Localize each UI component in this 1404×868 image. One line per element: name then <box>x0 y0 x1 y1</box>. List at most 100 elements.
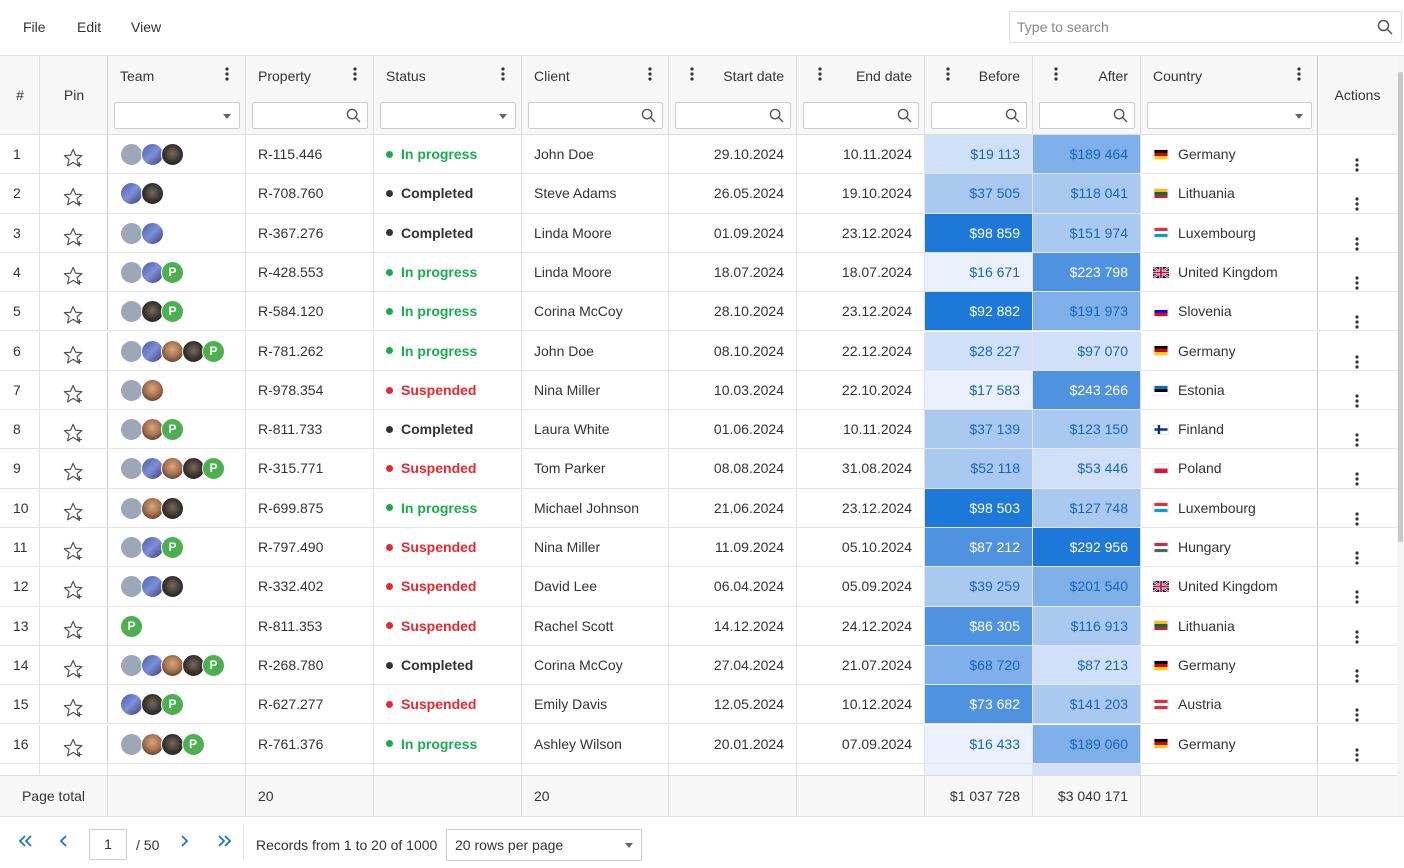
page-number-input[interactable]: 1 <box>89 829 127 860</box>
after-filter-input[interactable] <box>1039 102 1135 129</box>
pin-star-icon[interactable] <box>63 419 85 448</box>
table-row[interactable]: 13 P R-811.353 Suspended Rachel Scott 14.12.2… <box>0 606 1397 646</box>
row-actions-icon[interactable] <box>1355 502 1359 527</box>
menu-view[interactable]: View <box>131 19 162 35</box>
row-actions-icon[interactable] <box>1355 659 1359 684</box>
header-end[interactable]: End date <box>797 56 925 134</box>
avatar[interactable] <box>120 496 143 520</box>
avatar[interactable] <box>120 418 143 442</box>
row-actions-icon[interactable] <box>1355 345 1359 370</box>
country-filter-select[interactable] <box>1147 102 1312 129</box>
table-row[interactable]: 12 R-332.402 Suspended David Lee 06.04.2024 0… <box>0 567 1397 607</box>
row-actions-icon[interactable] <box>1355 227 1359 252</box>
header-country[interactable]: Country <box>1141 56 1318 134</box>
avatar-initial[interactable]: P <box>161 300 184 324</box>
row-actions-icon[interactable] <box>1355 384 1359 409</box>
search-input[interactable] <box>1010 12 1350 42</box>
table-row[interactable]: 4 P R-428.553 In progress Linda Moore 18.07.2… <box>0 252 1397 293</box>
pin-star-icon[interactable] <box>63 380 85 409</box>
table-row[interactable]: 11 P R-797.490 Suspended Nina Miller 11.09.20… <box>0 528 1397 568</box>
avatar[interactable] <box>120 182 143 206</box>
pin-star-icon[interactable] <box>63 694 85 723</box>
pin-star-icon[interactable] <box>63 576 85 605</box>
pin-cell[interactable] <box>40 410 108 449</box>
avatar[interactable] <box>161 575 184 599</box>
pin-star-icon[interactable] <box>63 223 85 252</box>
team-filter-select[interactable] <box>114 102 240 129</box>
header-before[interactable]: Before <box>925 56 1033 134</box>
avatar-initial[interactable]: P <box>161 693 184 717</box>
avatar-initial[interactable]: P <box>161 536 184 559</box>
avatar[interactable] <box>140 221 164 245</box>
avatar[interactable] <box>120 260 143 284</box>
property-column-menu-icon[interactable] <box>348 67 362 83</box>
property-filter-input[interactable] <box>252 102 368 129</box>
avatar-initial[interactable]: P <box>202 457 225 481</box>
table-row[interactable]: 15 P R-627.277 Suspended Emily Davis 12.05.20… <box>0 685 1397 725</box>
avatar[interactable] <box>161 653 184 677</box>
header-client[interactable]: Client <box>522 56 669 134</box>
pin-cell[interactable] <box>40 724 108 763</box>
avatar[interactable] <box>120 457 143 481</box>
table-row[interactable]: 16 P R-761.376 In progress Ashley Wilson 20.0… <box>0 724 1397 764</box>
row-actions-icon[interactable] <box>1355 698 1359 723</box>
before-column-menu-icon[interactable] <box>941 67 955 83</box>
avatar[interactable] <box>140 378 164 402</box>
pin-star-icon[interactable] <box>63 537 85 566</box>
row-actions-icon[interactable] <box>1355 462 1359 487</box>
team-column-menu-icon[interactable] <box>220 67 234 83</box>
table-row[interactable]: 6 P R-781.262 In progress John Doe 08.10.2024… <box>0 331 1397 371</box>
header-status[interactable]: Status <box>374 56 522 134</box>
avatar[interactable] <box>161 732 184 756</box>
after-column-menu-icon[interactable] <box>1049 67 1063 83</box>
pin-star-icon[interactable] <box>63 301 85 330</box>
status-filter-select[interactable] <box>380 102 516 129</box>
vertical-scrollbar[interactable] <box>1397 56 1404 816</box>
avatar[interactable] <box>120 575 143 599</box>
avatar[interactable] <box>120 536 143 559</box>
avatar-initial[interactable]: P <box>161 260 184 284</box>
end-column-menu-icon[interactable] <box>813 67 827 83</box>
row-actions-icon[interactable] <box>1355 620 1359 645</box>
search-icon[interactable] <box>1377 19 1393 35</box>
table-row[interactable]: 3 R-367.276 Completed Linda Moore 01.09.2024… <box>0 213 1397 253</box>
row-actions-icon[interactable] <box>1355 187 1359 212</box>
table-row[interactable]: 1 R-115.446 In progress John Doe 29.10.2024 1… <box>0 135 1397 175</box>
status-column-menu-icon[interactable] <box>496 67 510 83</box>
pin-star-icon[interactable] <box>63 144 85 173</box>
pin-star-icon[interactable] <box>63 655 85 684</box>
row-actions-icon[interactable] <box>1355 266 1359 291</box>
pin-cell[interactable] <box>40 174 108 213</box>
before-filter-input[interactable] <box>931 102 1027 129</box>
pin-star-icon[interactable] <box>63 616 85 645</box>
pin-star-icon[interactable] <box>63 341 85 370</box>
pin-cell[interactable] <box>40 252 108 292</box>
pin-cell[interactable] <box>40 645 108 685</box>
prev-page-icon[interactable] <box>58 834 70 848</box>
avatar-initial[interactable]: P <box>181 732 205 756</box>
pin-cell[interactable] <box>40 135 108 174</box>
pin-cell[interactable] <box>40 449 108 488</box>
next-page-icon[interactable] <box>178 834 190 848</box>
pin-cell[interactable] <box>40 606 108 645</box>
header-team[interactable]: Team <box>108 56 246 134</box>
pin-cell[interactable] <box>40 567 108 606</box>
pin-cell[interactable] <box>40 213 108 252</box>
pin-cell[interactable] <box>40 685 108 724</box>
avatar[interactable] <box>161 339 184 363</box>
avatar[interactable] <box>120 378 143 402</box>
row-actions-icon[interactable] <box>1355 738 1359 763</box>
menu-file[interactable]: File <box>23 19 46 35</box>
pin-cell[interactable] <box>40 292 108 331</box>
avatar-initial[interactable]: P <box>161 418 184 442</box>
end-filter-input[interactable] <box>803 102 919 129</box>
avatar[interactable] <box>161 457 184 481</box>
table-row[interactable]: 8 P R-811.733 Completed Laura White 01.06.202… <box>0 410 1397 450</box>
avatar[interactable] <box>120 732 143 756</box>
last-page-icon[interactable] <box>216 834 232 848</box>
row-actions-icon[interactable] <box>1355 148 1359 173</box>
pin-cell[interactable] <box>40 488 108 527</box>
country-column-menu-icon[interactable] <box>1292 67 1306 83</box>
table-row[interactable]: 7 R-978.354 Suspended Nina Miller 10.03.2024… <box>0 370 1397 411</box>
table-row[interactable]: 14 P R-268.780 Completed Corina McCoy 27.04.2… <box>0 645 1397 686</box>
